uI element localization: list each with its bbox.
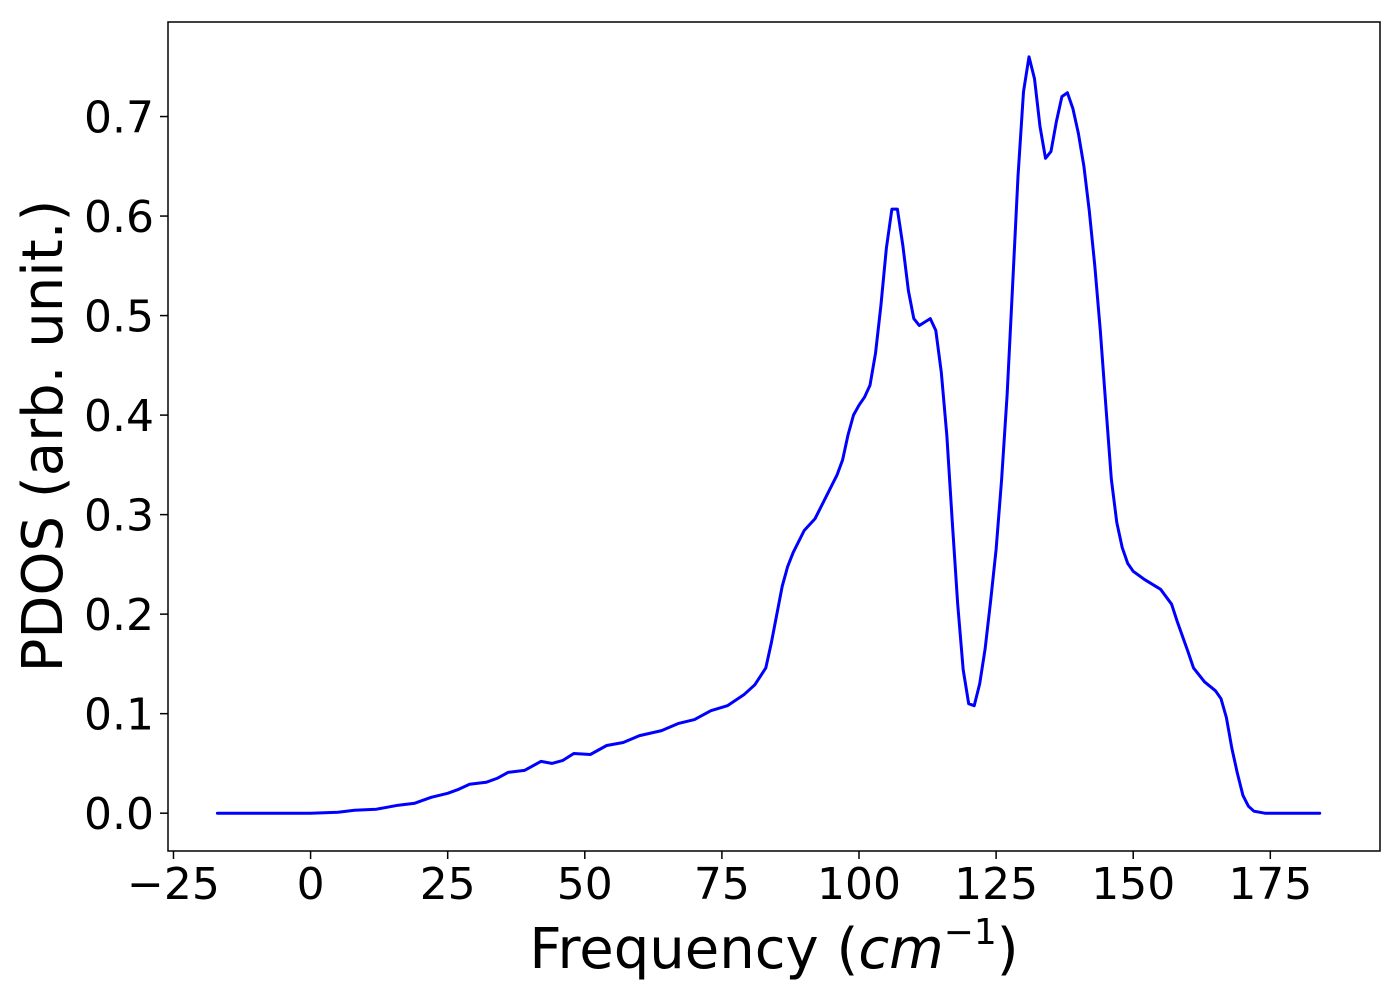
y-tick-label: 0.2 (84, 590, 154, 641)
x-axis-label-close: ) (997, 917, 1019, 982)
y-tick-label: 0.6 (84, 192, 154, 243)
y-tick-label: 0.7 (84, 93, 154, 144)
x-axis-label: Frequency (cm−1) (529, 912, 1018, 982)
x-tick-label: 150 (1091, 859, 1175, 910)
y-axis-label: PDOS (arb. unit.) (11, 200, 76, 673)
x-tick-label: 100 (817, 859, 901, 910)
x-axis-label-text: Frequency ( (529, 917, 858, 982)
x-tick-label: 25 (420, 859, 476, 910)
x-tick-label: 50 (557, 859, 613, 910)
y-axis-ticks: 0.0 0.1 0.2 0.3 0.4 0.5 0.6 0.7 (84, 93, 168, 840)
plot-frame (167, 21, 1381, 852)
x-axis-label-exponent: −1 (944, 912, 997, 953)
y-tick-label: 0.5 (84, 292, 154, 343)
pdos-series-line (215, 55, 1322, 815)
y-tick-label: 0.1 (84, 690, 154, 741)
x-tick-label: 75 (694, 859, 750, 910)
x-tick-label: 0 (297, 859, 325, 910)
y-tick-label: 0.3 (84, 491, 154, 542)
y-tick-label: 0.4 (84, 391, 154, 442)
y-tick-label: 0.0 (84, 789, 154, 840)
x-axis-ticks: −25 0 25 50 75 100 125 150 175 (127, 851, 1312, 910)
x-tick-label: 175 (1228, 859, 1312, 910)
x-tick-label: −25 (127, 859, 220, 910)
x-axis-label-unit: cm (858, 917, 943, 982)
x-tick-label: 125 (954, 859, 1038, 910)
